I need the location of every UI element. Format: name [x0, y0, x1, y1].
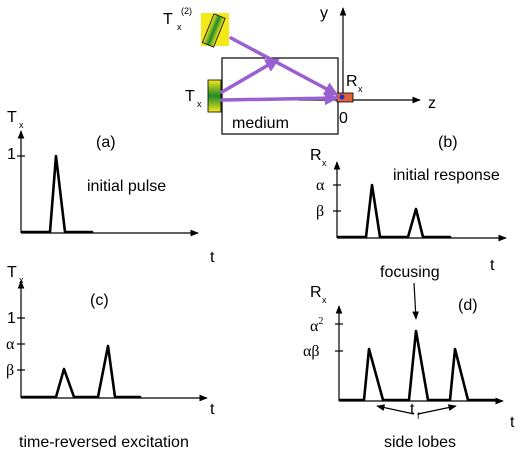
panel-d-tf-sub: f: [417, 411, 420, 421]
panel-a: 1 T x t (a) initial pulse: [7, 109, 215, 266]
panel-d-tick-ab-label: αβ: [303, 343, 320, 360]
panel-d-focus-arrow: [412, 282, 419, 320]
panel-b-tag: (b): [438, 134, 458, 151]
panel-d: α2 αβ R x t (d) focusing t f side lobes: [303, 264, 515, 451]
panel-d-sidelobe-arrow-left: [376, 404, 415, 415]
panel-d-sidelobe-arrow-right: [417, 404, 457, 415]
panel-c-tag: (c): [90, 292, 109, 309]
panel-d-signal: [338, 329, 497, 402]
panel-d-side-label: side lobes: [384, 434, 456, 451]
panel-a-ylabel: T: [7, 109, 17, 126]
propagation-rays: [220, 36, 339, 106]
panel-b-ylabel: R: [310, 147, 322, 164]
rx-label: R: [346, 73, 358, 90]
panel-c-tick-beta-label: β: [6, 362, 14, 379]
panel-d-tick-a2-label: α2: [310, 316, 323, 335]
panel-c: 1 α β T x t (c) time-reversed excitation: [6, 264, 215, 451]
rx-sub: x: [358, 84, 363, 94]
panel-d-ylabel: R: [310, 284, 322, 301]
panel-b-xlabel: t: [490, 257, 495, 274]
panel-c-tick-alpha-label: α: [6, 336, 15, 353]
panel-d-xlabel: t: [510, 414, 515, 431]
origin-label: 0: [339, 110, 348, 127]
tx2-label: T: [163, 11, 173, 28]
panel-b-signal: [336, 183, 452, 239]
rx-dot: [339, 94, 345, 100]
panel-d-focus-label: focusing: [380, 264, 440, 281]
panel-a-xlabel: t: [210, 249, 215, 266]
medium-box: [221, 57, 339, 135]
panel-d-tf-label: t: [410, 401, 415, 418]
panel-c-ysub: x: [19, 275, 24, 285]
panel-c-ylabel: T: [7, 264, 17, 281]
panel-b-tick-beta-label: β: [316, 203, 324, 220]
panel-c-tick-1-label: 1: [7, 310, 16, 327]
tx-label: T: [185, 88, 195, 105]
panel-a-tag: (a): [96, 134, 116, 151]
panel-c-caption: time-reversed excitation: [19, 434, 189, 451]
ray-tx2-to-rx: [229, 36, 339, 96]
tx-sub: x: [197, 99, 202, 109]
panel-a-caption: initial pulse: [87, 178, 166, 195]
tx2-transducer: [201, 13, 226, 48]
tx2-sup: (2): [181, 6, 192, 16]
panel-a-ysub: x: [19, 120, 24, 130]
tx-transducer: [207, 79, 222, 113]
ray-tx-to-wall: [220, 58, 280, 94]
y-axis-label: y: [320, 5, 328, 22]
ray-tx-direct: [220, 91, 339, 106]
z-axis-label: z: [428, 95, 436, 112]
panel-b-caption: initial response: [393, 167, 500, 184]
medium-label: medium: [232, 115, 289, 132]
panel-a-signal: [20, 154, 94, 234]
tx2-sub: x: [177, 22, 182, 32]
panel-d-tag: (d): [458, 297, 478, 314]
panel-b-tick-alpha-label: α: [316, 177, 325, 194]
setup-diagram: medium y z 0 T x T x (2) R x: [163, 5, 436, 135]
panel-d-ysub: x: [322, 295, 327, 305]
rx-receiver: [336, 92, 354, 103]
panel-c-xlabel: t: [210, 401, 215, 418]
panel-b-ysub: x: [322, 158, 327, 168]
panel-c-signal: [20, 344, 142, 399]
panel-b: α β R x t (b) initial response: [310, 134, 507, 274]
panel-a-tick-1-label: 1: [7, 146, 16, 163]
